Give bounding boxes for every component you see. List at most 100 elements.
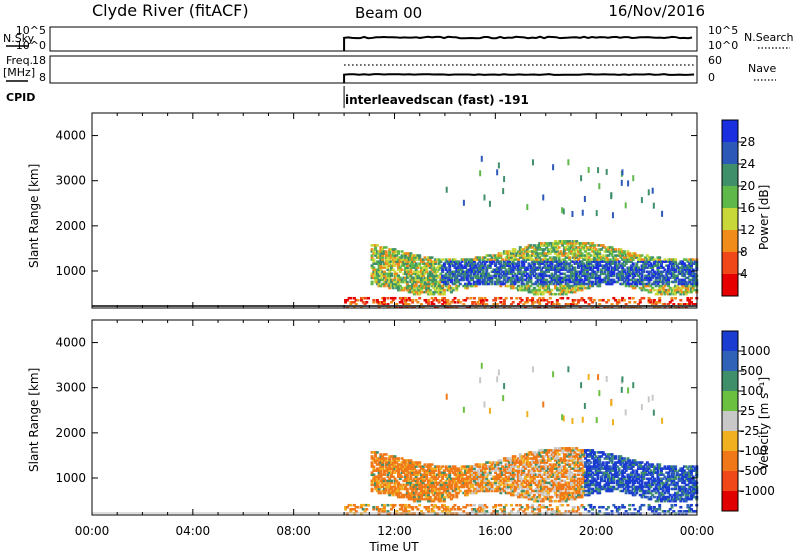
y-tick-label: 4000 [55, 129, 86, 143]
velocity-cell [371, 488, 374, 491]
power-cell [513, 248, 516, 251]
power-cell [542, 194, 544, 200]
power-cell [505, 297, 508, 300]
power-cell [385, 246, 388, 249]
power-cell [371, 281, 374, 284]
power-cell [632, 297, 635, 300]
velocity-cell [513, 455, 516, 458]
power-cell [418, 254, 421, 257]
colorbar-tick-label: 4 [740, 267, 748, 281]
velocity-cell [395, 510, 398, 513]
power-cell [589, 297, 592, 300]
power-cell [549, 297, 552, 300]
velocity-cell [547, 508, 550, 511]
power-cell [418, 297, 421, 300]
colorbar-swatch [722, 274, 738, 297]
power-cell [526, 204, 528, 210]
power-cell [566, 297, 569, 300]
colorbar-tick-label: 28 [740, 135, 755, 149]
power-cell [443, 289, 446, 292]
power-cell [503, 176, 505, 182]
velocity-cell [512, 508, 515, 511]
colorbar-tick-label: 20 [740, 179, 755, 193]
power-cell [658, 297, 661, 300]
velocity-cell [593, 506, 596, 509]
velocity-cell [385, 457, 388, 460]
power-cell [438, 299, 441, 302]
velocity-cell [551, 496, 554, 499]
power-cell [593, 299, 596, 302]
power-cell [674, 297, 677, 300]
velocity-cell [446, 506, 449, 509]
velocity-cell [443, 496, 446, 499]
power-cell [610, 193, 612, 199]
velocity-cell [406, 488, 409, 491]
velocity-cell [441, 465, 444, 468]
power-cell [429, 289, 432, 292]
velocity-cell [372, 506, 375, 509]
power-cell [618, 299, 621, 302]
power-cell [427, 299, 430, 302]
power-cell [633, 301, 636, 304]
power-cell [521, 299, 524, 302]
noise-right-tick-top: 10^5 [708, 24, 738, 37]
velocity-cell [431, 463, 434, 466]
velocity-cell [499, 459, 502, 462]
nave-label: Nave [748, 62, 776, 75]
freq-panel-frame [50, 56, 697, 83]
power-cell [606, 169, 608, 175]
freq-series [344, 74, 694, 83]
velocity-cell [584, 508, 587, 511]
power-cell [445, 266, 448, 269]
power-cell [642, 297, 645, 300]
power-cell [466, 297, 469, 300]
power-cell [446, 187, 448, 193]
noise-left-tick-top: 10^5 [16, 24, 46, 37]
velocity-cell [438, 506, 441, 509]
power-cell [589, 254, 592, 257]
power-cell [661, 211, 663, 217]
power-cell [571, 211, 573, 217]
velocity-cell [462, 510, 465, 513]
power-cell [653, 203, 655, 209]
colorbar-swatch [722, 164, 738, 187]
power-data-cells [344, 156, 698, 308]
velocity-cell [397, 457, 400, 460]
power-cell [385, 250, 388, 253]
power-cell [515, 297, 518, 300]
power-cell [561, 297, 564, 300]
velocity-cell [573, 473, 576, 476]
power-cell [531, 297, 534, 300]
power-cell [356, 299, 359, 302]
power-cell [469, 297, 472, 300]
power-cell [478, 256, 481, 259]
velocity-cell [453, 504, 456, 507]
velocity-cell [383, 504, 386, 507]
colorbar-tick-label: 12 [740, 223, 755, 237]
power-ylabel: Slant Range [km] [27, 164, 41, 268]
power-cell [452, 287, 455, 290]
velocity-cell [593, 451, 596, 454]
power-cell [623, 250, 626, 253]
velocity-cell [496, 510, 499, 513]
power-cell [618, 260, 621, 263]
station-title: Clyde River (fitACF) [92, 1, 249, 20]
power-cell [459, 283, 462, 286]
velocity-cell [418, 461, 421, 464]
velocity-cell [452, 494, 455, 497]
power-cell [483, 195, 485, 201]
power-cell [552, 164, 554, 170]
velocity-cell [469, 504, 472, 507]
power-colorbar-label: Power [dB] [757, 185, 771, 250]
velocity-cell [531, 504, 534, 507]
velocity-cell [473, 504, 476, 507]
power-cell [502, 188, 504, 194]
power-cell [612, 212, 614, 218]
velocity-cell [427, 506, 430, 509]
velocity-cell [386, 504, 389, 507]
power-cell [390, 273, 393, 276]
